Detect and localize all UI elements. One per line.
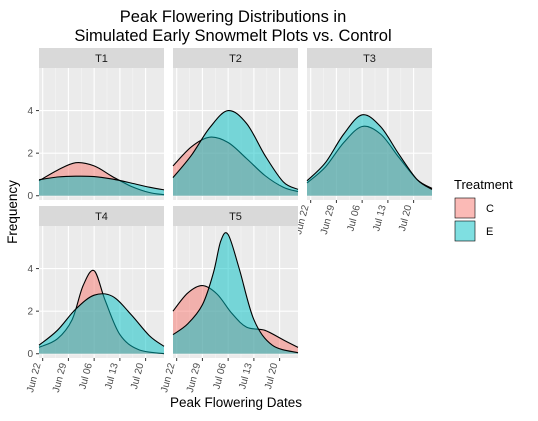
density-area-E xyxy=(307,114,432,196)
legend-key-E xyxy=(454,220,476,242)
legend-label-E: E xyxy=(486,226,493,238)
y-tick-label: 2 xyxy=(27,149,33,160)
chart-title-line-2: Simulated Early Snowmelt Plots vs. Contr… xyxy=(74,27,391,45)
x-tick-label: Jul 13 xyxy=(103,362,121,391)
density-area-E xyxy=(39,293,164,354)
x-tick-label: Jul 20 xyxy=(263,362,281,391)
panel-T4: T4 0 2 4 Jun 22 Jun 29 Jul 06 Jul 13 Jul 20 xyxy=(25,206,165,394)
density-line-E xyxy=(38,175,165,191)
panel-T5: T5 Jun 22 Jun 29 Jul 06 Jul 13 Jul 20 xyxy=(159,206,299,394)
density-area-E xyxy=(173,110,298,196)
y-axis-label: Frequency xyxy=(5,180,20,244)
x-tick-label: Jul 20 xyxy=(397,204,415,233)
facet-strip xyxy=(307,48,432,68)
density-line-E xyxy=(172,232,299,354)
y-tick-label: 0 xyxy=(27,191,33,202)
panel-T2: T2 xyxy=(172,48,299,200)
facet-strip-label: T3 xyxy=(363,53,376,65)
x-tick-label: Jun 29 xyxy=(185,362,204,394)
x-axis-label: Peak Flowering Dates xyxy=(170,395,302,410)
x-tick-label: Jun 29 xyxy=(51,362,70,394)
density-area-E xyxy=(39,176,164,196)
panel-T1: T1 0 2 4 xyxy=(27,48,165,202)
x-tick-label: Jul 06 xyxy=(345,204,363,233)
facet-strip-label: T1 xyxy=(95,53,108,65)
facet-strip xyxy=(173,206,298,226)
y-tick-label: 4 xyxy=(27,264,33,275)
y-tick-label: 0 xyxy=(27,349,33,360)
density-line-E xyxy=(306,114,433,190)
facet-strip-label: T5 xyxy=(229,211,242,223)
x-tick-label: Jul 06 xyxy=(77,362,95,391)
x-tick-label: Jul 06 xyxy=(211,362,229,391)
density-line-E xyxy=(172,110,299,190)
x-tick-label: Jun 29 xyxy=(319,204,338,236)
x-tick-label: Jun 22 xyxy=(25,362,44,394)
facet-strip xyxy=(39,48,164,68)
legend-label-C: C xyxy=(486,203,494,215)
x-tick-label: Jun 22 xyxy=(159,362,178,394)
x-tick-label: Jul 13 xyxy=(371,204,389,233)
facet-strip xyxy=(173,48,298,68)
facet-strip-label: T2 xyxy=(229,53,242,65)
x-tick-label: Jul 13 xyxy=(237,362,255,391)
x-tick-label: Jul 20 xyxy=(129,362,147,391)
density-area-E xyxy=(173,232,298,354)
legend: Treatment CE xyxy=(454,177,513,242)
y-tick-label: 2 xyxy=(27,307,33,318)
y-tick-label: 4 xyxy=(27,106,33,117)
facet-strip-label: T4 xyxy=(95,211,108,223)
legend-title: Treatment xyxy=(454,177,513,192)
chart-title-line-1: Peak Flowering Distributions in xyxy=(120,8,347,26)
legend-key-C xyxy=(454,197,476,219)
density-line-E xyxy=(38,293,165,347)
facet-strip xyxy=(39,206,164,226)
